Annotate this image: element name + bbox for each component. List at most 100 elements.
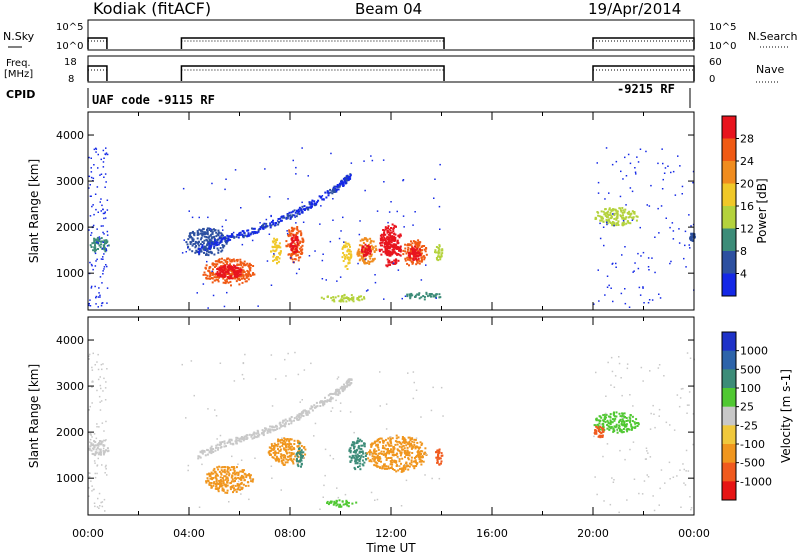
power-feature-11 [326, 295, 329, 298]
velocity-feature-8 [595, 425, 598, 428]
velocity-noise-point [335, 399, 337, 402]
power-noise-point [225, 178, 227, 180]
power-feature-core-8 [414, 253, 417, 256]
velocity-feature-2 [280, 453, 283, 456]
power-feature-2 [226, 273, 229, 275]
power-feature-1 [220, 237, 223, 239]
velocity-noise-point [424, 474, 426, 476]
power-feature-6 [372, 246, 375, 249]
power-feature-7 [384, 252, 387, 255]
power-feature-10 [596, 211, 599, 213]
velocity-noise-point [105, 439, 107, 441]
nave-label: Nave [756, 63, 784, 76]
velocity-feature-7 [626, 419, 629, 422]
velocity-noise-point [231, 455, 233, 458]
velocity-noise-point [349, 411, 352, 413]
velocity-feature-7 [607, 415, 610, 418]
velocity-noise-point [665, 421, 668, 424]
power-noise-point [89, 215, 92, 217]
velocity-feature-1 [234, 488, 237, 491]
velocity-feature-1 [231, 478, 234, 481]
velocity-arc-point [281, 421, 284, 424]
power-arc-point [335, 185, 338, 188]
power-feature-11 [363, 296, 365, 299]
power-noise-point [98, 292, 100, 294]
power-feature-10 [626, 220, 629, 223]
velocity-feature-5 [385, 457, 388, 460]
power-feature-2 [204, 273, 207, 276]
velocity-noise-point [339, 410, 342, 412]
velocity-feature-4 [359, 438, 362, 441]
velocity-feature-5 [417, 449, 420, 452]
power-feature-core-6 [363, 250, 366, 253]
power-feature-6 [368, 262, 371, 265]
velocity-feature-0 [103, 444, 106, 447]
velocity-feature-2 [282, 440, 285, 443]
velocity-arc-point [290, 416, 293, 418]
velocity-colorbar-tick-label: 25 [740, 401, 754, 414]
velocity-noise-point [89, 472, 91, 474]
power-arc-point [259, 228, 262, 231]
velocity-feature-5 [377, 448, 380, 451]
power-arc-point [313, 200, 316, 203]
power-arc-point [317, 199, 320, 202]
power-feature-1 [191, 250, 194, 253]
velocity-noise-point [294, 351, 296, 354]
power-feature-core-7 [390, 244, 393, 247]
power-feature-6 [366, 262, 369, 265]
power-arc-point [340, 182, 343, 185]
power-feature-4 [290, 232, 293, 235]
power-noise-point [662, 178, 664, 181]
velocity-feature-2 [303, 446, 306, 448]
velocity-feature-5 [407, 442, 410, 445]
velocity-feature-5 [392, 451, 395, 454]
velocity-noise-point [649, 428, 652, 430]
power-noise-point [332, 198, 334, 200]
velocity-noise-point [322, 496, 324, 498]
velocity-feature-2 [282, 456, 285, 459]
velocity-feature-1 [242, 476, 245, 479]
power-feature-5 [344, 241, 347, 244]
power-feature-7 [380, 237, 383, 240]
velocity-feature-0 [91, 452, 94, 455]
velocity-noise-point [88, 358, 90, 360]
power-feature-7 [379, 239, 382, 242]
velocity-feature-5 [385, 454, 387, 457]
power-feature-1 [195, 244, 198, 247]
velocity-feature-6 [347, 501, 350, 504]
velocity-feature-0 [99, 449, 102, 452]
power-arc-point [249, 233, 252, 236]
velocity-noise-point [605, 412, 607, 415]
velocity-feature-1 [235, 477, 237, 480]
velocity-feature-7 [619, 428, 622, 431]
power-noise-point [182, 187, 185, 190]
velocity-feature-5 [385, 459, 388, 461]
power-noise-point [94, 193, 97, 195]
power-noise-point [357, 262, 359, 265]
velocity-feature-5 [376, 445, 379, 448]
x-tick-labels: 00:00 04:00 08:00 12:00 16:00 20:00 00:00 [72, 527, 710, 540]
nsearch-label: N.Search [748, 30, 798, 43]
power-feature-core-4 [295, 237, 297, 240]
velocity-feature-4 [357, 446, 360, 449]
power-feature-core-4 [292, 234, 295, 237]
power-feature-10 [622, 222, 625, 225]
power-feature-1 [210, 228, 213, 231]
velocity-feature-3 [302, 451, 305, 454]
velocity-arc-point [321, 400, 324, 403]
velocity-feature-5 [416, 441, 419, 444]
power-noise-point [305, 207, 307, 210]
power-colorbar-tick-label: 24 [740, 155, 754, 168]
velocity-feature-1 [211, 477, 213, 480]
power-feature-11 [349, 298, 352, 301]
velocity-feature-2 [281, 459, 283, 462]
power-feature-2 [209, 272, 212, 275]
power-feature-12 [406, 295, 409, 298]
velocity-feature-8 [597, 428, 600, 431]
power-feature-4 [298, 247, 301, 250]
power-feature-10 [622, 216, 625, 219]
velocity-noise-point [659, 487, 661, 490]
power-colorbar-tick-label: 28 [740, 133, 754, 146]
power-feature-core-7 [390, 239, 393, 242]
